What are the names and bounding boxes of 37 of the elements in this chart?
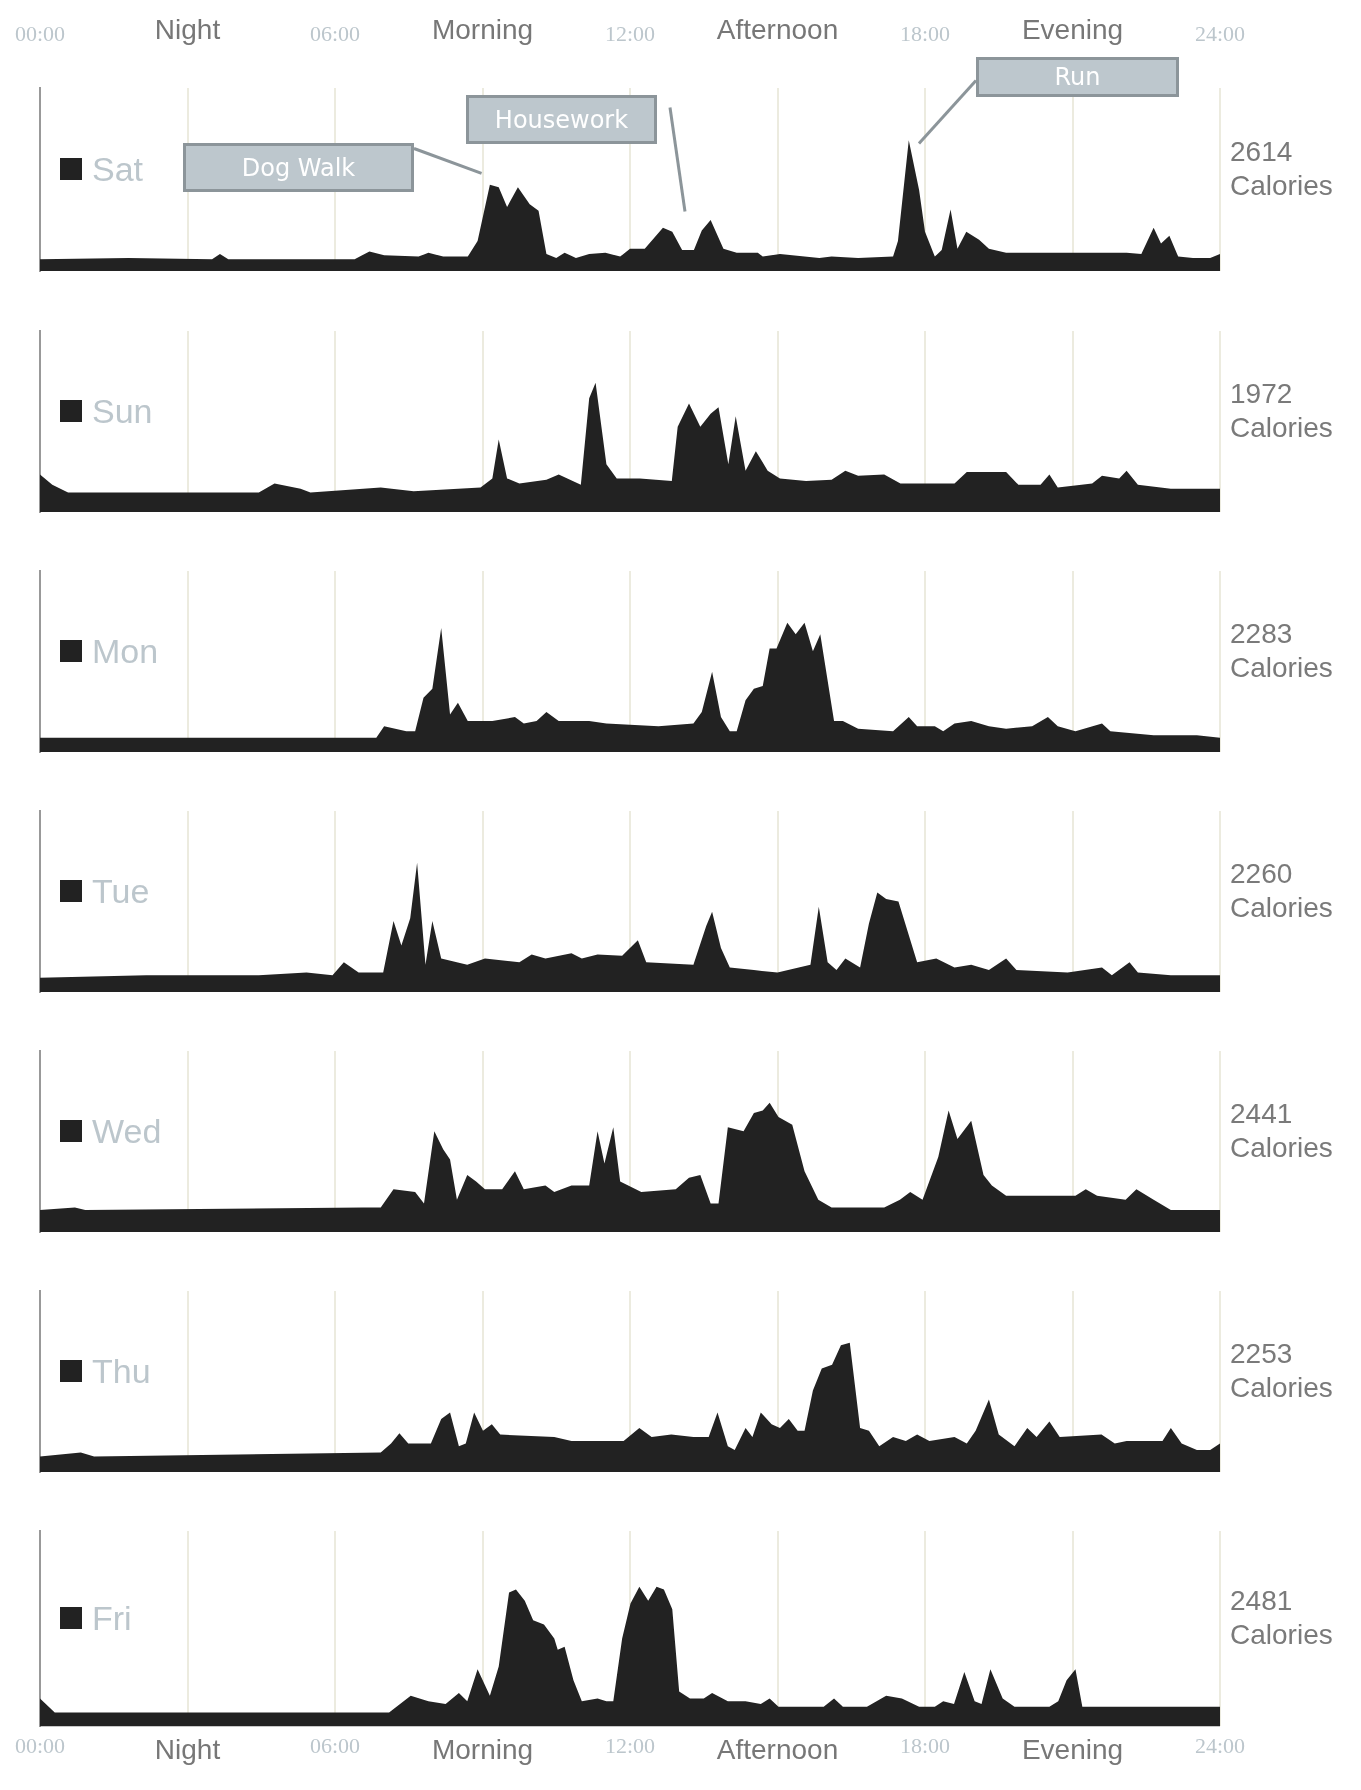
legend-label: Sun	[92, 391, 153, 431]
x-tick-label: 06:00	[309, 1733, 361, 1759]
legend-label: Tue	[92, 871, 150, 911]
annotation: Dog Walk	[183, 143, 414, 192]
x-tick-label: Morning	[431, 1733, 534, 1765]
x-tick-label: 24:00	[1194, 1733, 1246, 1759]
callout: Dog Walk	[183, 143, 482, 192]
text: 2260 Calories	[1230, 856, 1334, 925]
legend-label: Wed	[92, 1111, 162, 1151]
x-tick-label: 18:00	[899, 20, 951, 46]
text: Housework	[466, 95, 657, 144]
legend-label: Sat	[92, 149, 144, 189]
x-tick-label: Evening	[1021, 1733, 1124, 1765]
callout: Housework	[466, 95, 685, 211]
x-tick-label: Night	[154, 1733, 221, 1765]
x-tick-label: 06:00	[309, 20, 361, 46]
text: 2253 Calories	[1230, 1336, 1334, 1405]
x-tick-label: Night	[154, 13, 221, 45]
x-tick-label: 12:00	[604, 1733, 656, 1759]
text: 2283 Calories	[1230, 616, 1334, 685]
x-tick-label: 00:00	[14, 1733, 66, 1759]
x-tick-label: 12:00	[604, 20, 656, 46]
x-tick-label: Evening	[1021, 13, 1124, 45]
text: 1972 Calories	[1230, 376, 1334, 445]
legend-label: Fri	[92, 1598, 132, 1638]
text: 2614 Calories	[1230, 134, 1334, 203]
legend-label: Thu	[92, 1351, 151, 1391]
x-tick-label: Morning	[431, 13, 534, 45]
x-tick-label: Afternoon	[716, 13, 839, 45]
text: 2481 Calories	[1230, 1583, 1334, 1652]
x-tick-label: 18:00	[899, 1733, 951, 1759]
x-tick-label: 24:00	[1194, 20, 1246, 46]
x-tick-label: Afternoon	[716, 1733, 839, 1765]
x-tick-label: 00:00	[14, 20, 66, 46]
callout: Run	[919, 57, 1179, 143]
legend-label: Mon	[92, 631, 159, 671]
text: 2441 Calories	[1230, 1096, 1334, 1165]
